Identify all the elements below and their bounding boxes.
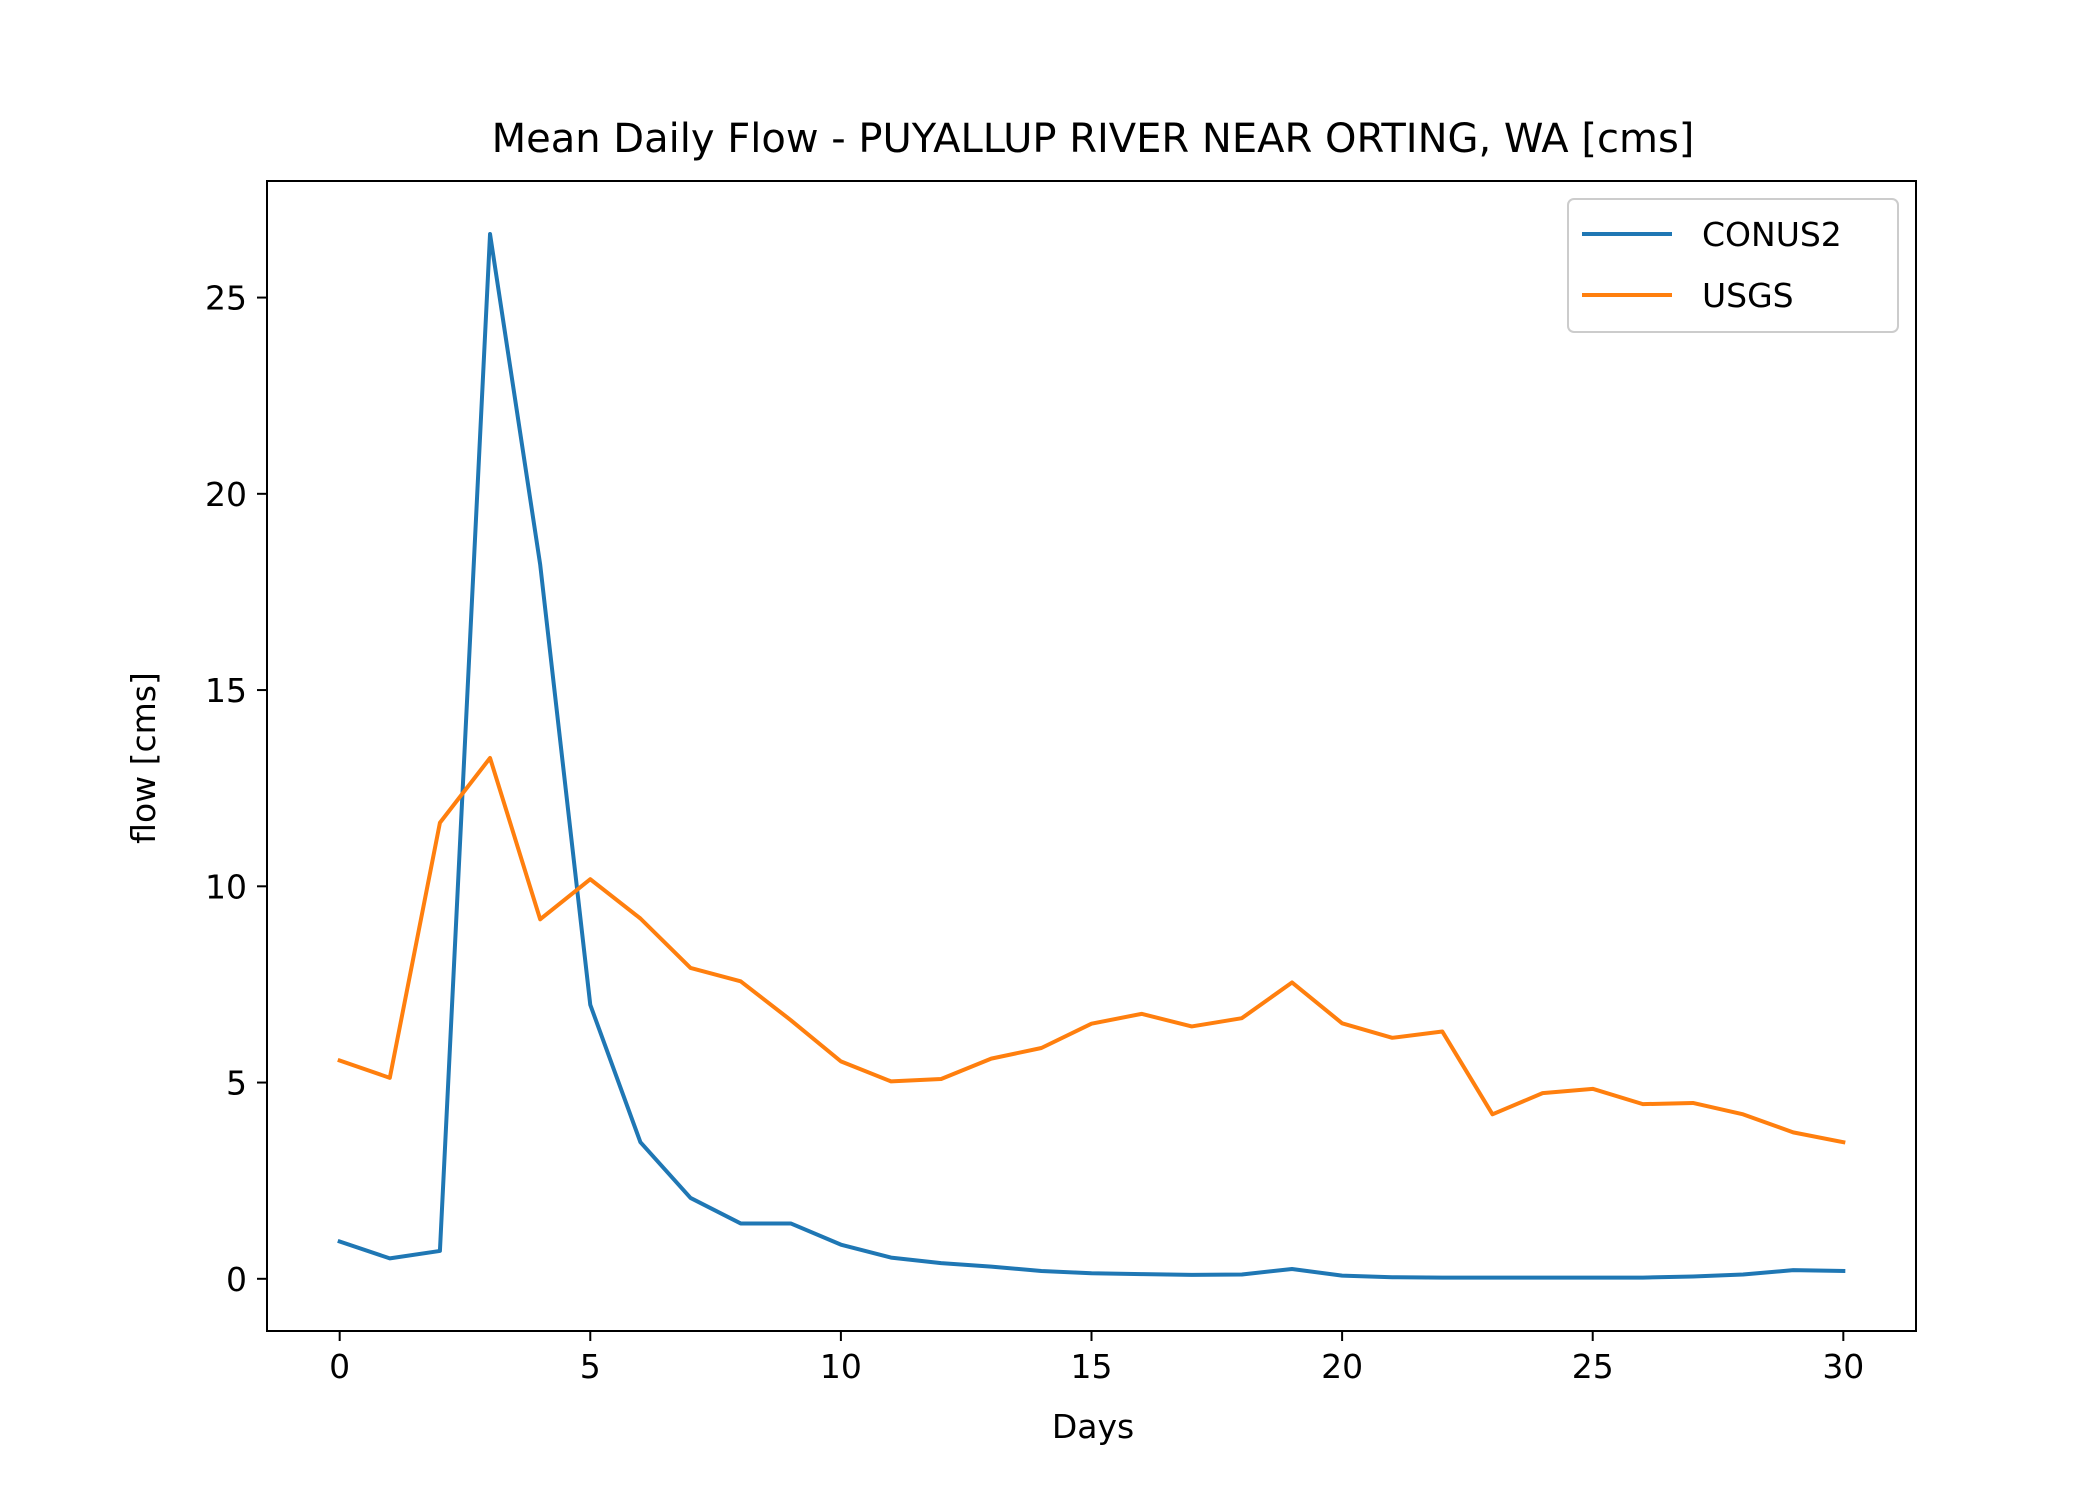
legend: CONUS2 USGS <box>1567 198 1899 333</box>
x-tick-label: 10 <box>820 1347 862 1386</box>
y-tick-label: 15 <box>205 671 247 710</box>
y-axis-label: flow [cms] <box>124 672 163 844</box>
y-tick-label: 0 <box>226 1260 247 1299</box>
x-tick-label: 20 <box>1321 1347 1363 1386</box>
series-line-usgs <box>337 755 1846 1145</box>
series-line-conus2 <box>337 231 1846 1280</box>
legend-label-conus2: CONUS2 <box>1702 215 1842 254</box>
legend-label-usgs: USGS <box>1702 276 1794 315</box>
y-axis: 0 5 10 15 20 25 <box>205 279 267 1299</box>
y-tick-label: 20 <box>205 475 247 514</box>
x-axis: 0 5 10 15 20 25 30 <box>329 1331 1864 1386</box>
y-tick-label: 25 <box>205 279 247 318</box>
x-tick-label: 5 <box>580 1347 601 1386</box>
y-tick-label: 10 <box>205 867 247 906</box>
x-axis-label: Days <box>1052 1407 1134 1446</box>
x-tick-label: 30 <box>1822 1347 1864 1386</box>
y-tick-label: 5 <box>226 1064 247 1103</box>
x-tick-label: 0 <box>329 1347 350 1386</box>
chart-title: Mean Daily Flow - PUYALLUP RIVER NEAR OR… <box>492 116 1695 162</box>
x-tick-label: 15 <box>1071 1347 1113 1386</box>
x-tick-label: 25 <box>1572 1347 1614 1386</box>
